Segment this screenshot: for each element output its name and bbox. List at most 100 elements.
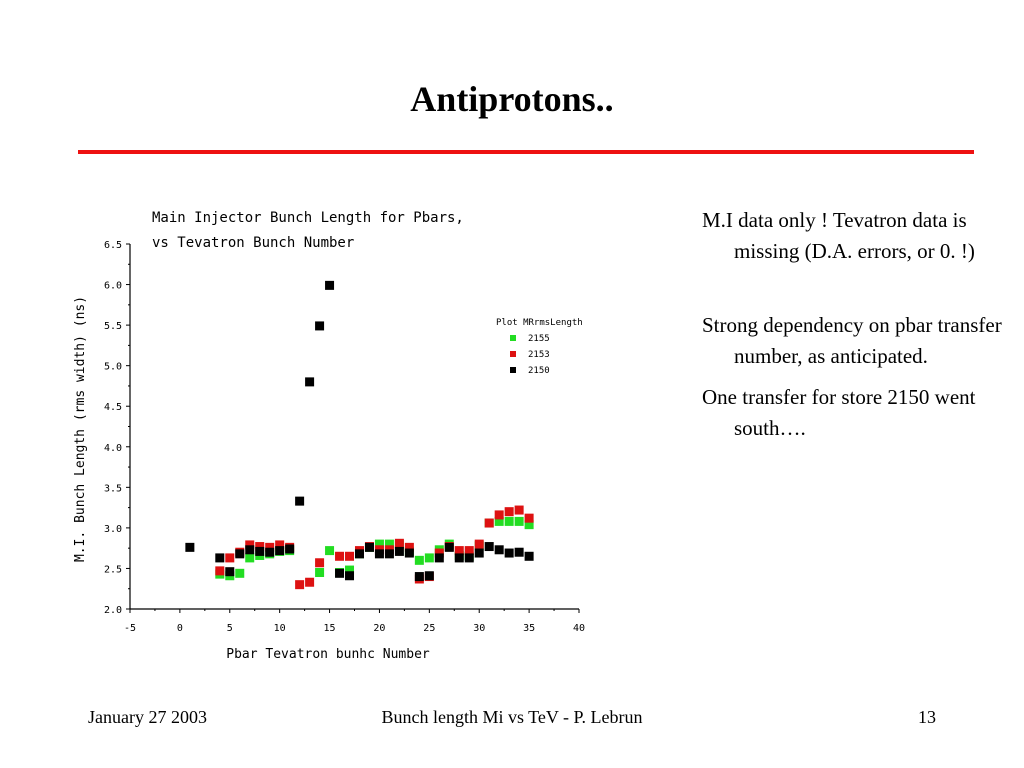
data-point-2150 — [374, 549, 384, 559]
x-tick-label: -5 — [124, 623, 136, 634]
data-point-2155 — [414, 555, 424, 565]
data-point-2155 — [345, 565, 355, 575]
data-point-2153 — [504, 507, 514, 517]
slide-title: Antiprotons.. — [410, 79, 614, 119]
notes-panel: M.I data only ! Tevatron data is missing… — [702, 205, 1002, 454]
data-point-2155 — [384, 539, 394, 549]
y-tick-label: 3.5 — [104, 483, 122, 494]
x-tick-label: 30 — [473, 623, 485, 634]
data-point-2153 — [454, 546, 464, 556]
data-point-2150 — [434, 553, 444, 563]
y-tick-label: 6.0 — [104, 281, 122, 292]
x-tick-label: 0 — [177, 623, 183, 634]
data-point-2150 — [325, 280, 335, 290]
data-point-2155 — [424, 553, 434, 563]
data-point-2155 — [494, 516, 504, 526]
y-tick-label: 4.5 — [104, 402, 122, 413]
chart-title-line-1: Main Injector Bunch Length for Pbars, — [152, 210, 464, 226]
data-point-2150 — [364, 542, 374, 552]
data-point-2150 — [225, 567, 235, 577]
data-point-2155 — [514, 516, 524, 526]
legend-label-2150: 2150 — [528, 366, 550, 376]
x-tick-label: 15 — [324, 623, 336, 634]
data-point-2150 — [295, 496, 305, 506]
page-number: 13 — [918, 707, 936, 727]
x-axis-label: Pbar Tevatron bunhc Number — [226, 647, 430, 662]
x-tick-label: 35 — [523, 623, 535, 634]
y-tick-label: 6.5 — [104, 240, 122, 251]
data-point-2150 — [404, 548, 414, 558]
data-point-2150 — [275, 546, 285, 556]
data-point-2153 — [215, 566, 225, 576]
data-point-2153 — [494, 510, 504, 520]
y-tick-label: 2.0 — [104, 605, 122, 616]
x-tick-label: 40 — [573, 623, 585, 634]
data-point-2153 — [255, 542, 265, 552]
data-point-2150 — [484, 542, 494, 552]
data-point-2153 — [275, 540, 285, 550]
data-point-2153 — [315, 558, 325, 568]
data-point-2150 — [315, 321, 325, 331]
data-point-2155 — [374, 539, 384, 549]
data-point-2153 — [404, 542, 414, 552]
x-tick-label: 20 — [373, 623, 385, 634]
data-point-2153 — [434, 548, 444, 558]
data-point-2153 — [524, 513, 534, 523]
data-point-2153 — [225, 553, 235, 563]
data-point-2150 — [524, 551, 534, 561]
data-point-2150 — [345, 571, 355, 581]
bunch-length-chart: Main Injector Bunch Length for Pbars, vs… — [73, 210, 585, 662]
x-tick-label: 25 — [423, 623, 435, 634]
data-point-2150 — [185, 542, 195, 552]
legend-title: Plot MRrmsLength — [496, 318, 583, 328]
data-point-2153 — [474, 539, 484, 549]
data-point-2150 — [245, 545, 255, 555]
data-point-2150 — [504, 548, 514, 558]
data-point-2150 — [444, 542, 454, 552]
data-point-2150 — [394, 546, 404, 556]
data-point-2150 — [494, 545, 504, 555]
data-point-2155 — [235, 568, 245, 578]
data-point-2150 — [474, 548, 484, 558]
data-point-2150 — [384, 549, 394, 559]
data-point-2155 — [315, 568, 325, 577]
x-tick-label: 5 — [227, 623, 233, 634]
data-point-2153 — [335, 551, 345, 561]
data-point-2155 — [325, 546, 335, 556]
footer-date: January 27 2003 — [88, 707, 207, 727]
y-tick-label: 3.0 — [104, 524, 122, 535]
data-point-2150 — [215, 553, 225, 563]
data-point-2153 — [345, 551, 355, 561]
legend-swatch-2150 — [510, 367, 516, 373]
data-point-2150 — [305, 377, 315, 387]
data-point-2153 — [464, 546, 474, 556]
y-tick-label: 2.5 — [104, 564, 122, 575]
y-tick-label: 5.0 — [104, 362, 122, 373]
data-point-2150 — [265, 547, 275, 557]
data-point-2153 — [484, 518, 494, 528]
note-missing-data: M.I data only ! Tevatron data is missing… — [702, 208, 975, 263]
title-rule — [78, 150, 974, 154]
data-point-2153 — [245, 540, 255, 550]
data-point-2153 — [305, 577, 315, 587]
data-point-2155 — [524, 520, 534, 530]
legend-swatch-2155 — [510, 335, 516, 341]
x-tick-label: 10 — [274, 623, 286, 634]
legend-swatch-2153 — [510, 351, 516, 357]
data-point-2150 — [335, 568, 345, 578]
note-store-2150: One transfer for store 2150 went south…. — [702, 385, 976, 440]
data-point-2153 — [265, 542, 275, 552]
data-point-2150 — [255, 546, 265, 556]
data-point-2153 — [394, 538, 404, 548]
data-point-2150 — [354, 549, 364, 559]
data-point-2153 — [295, 580, 305, 590]
data-point-2150 — [464, 553, 474, 563]
data-point-2155 — [245, 553, 255, 563]
data-point-2150 — [285, 544, 295, 554]
note-dependency: Strong dependency on pbar transfer numbe… — [702, 313, 1002, 368]
legend-label-2155: 2155 — [528, 334, 550, 344]
data-point-2150 — [414, 572, 424, 582]
chart-title-line-2: vs Tevatron Bunch Number — [152, 235, 354, 251]
data-point-2155 — [504, 516, 514, 526]
data-point-2150 — [235, 549, 245, 559]
